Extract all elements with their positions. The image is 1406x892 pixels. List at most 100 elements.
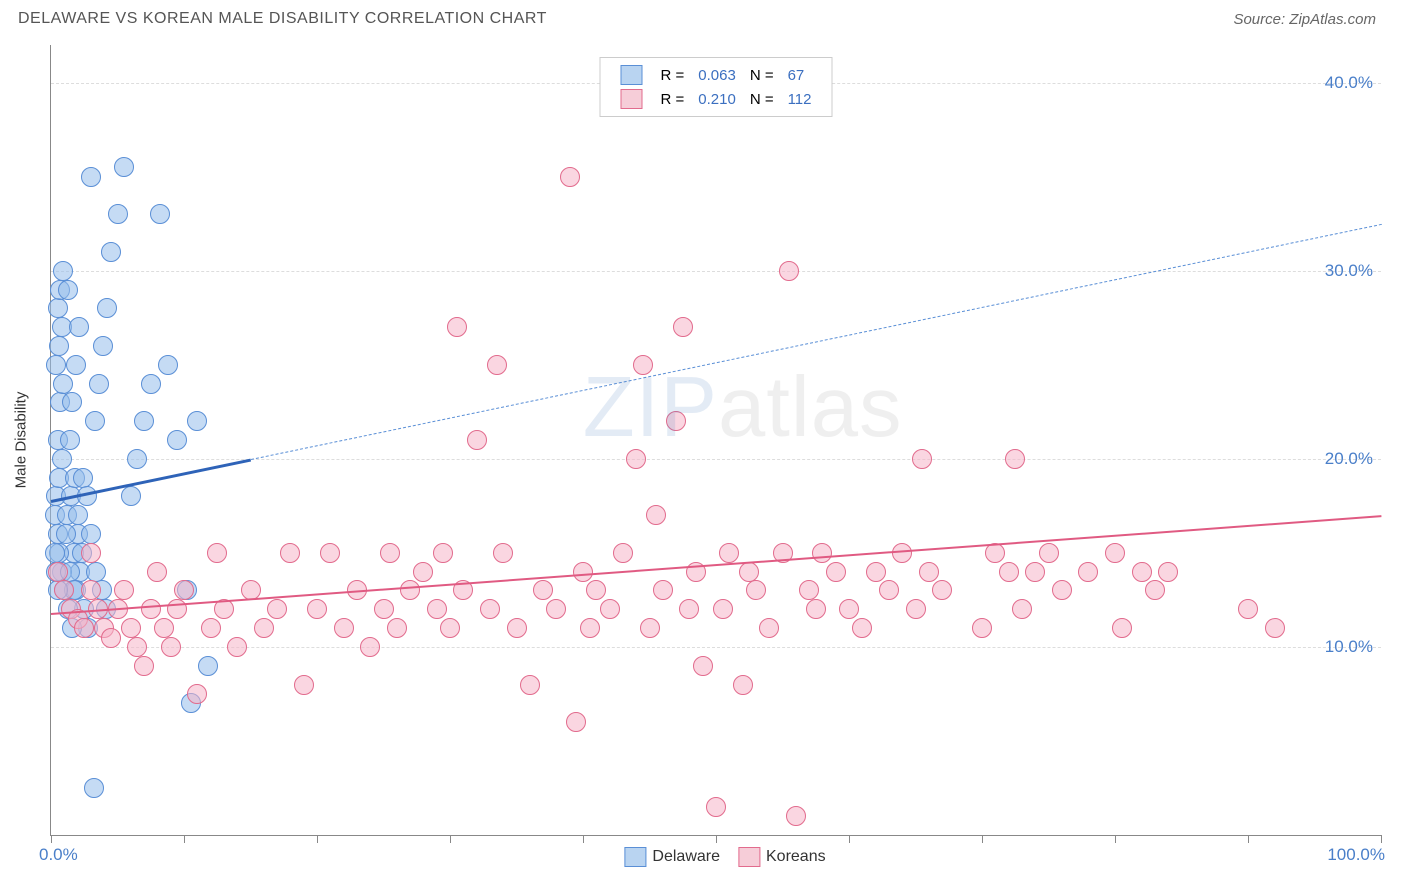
data-point: [480, 599, 500, 619]
data-point: [45, 543, 65, 563]
data-point: [1039, 543, 1059, 563]
data-point: [440, 618, 460, 638]
data-point: [89, 374, 109, 394]
data-point: [134, 411, 154, 431]
data-point: [254, 618, 274, 638]
data-point: [93, 336, 113, 356]
data-point: [360, 637, 380, 657]
data-point: [187, 411, 207, 431]
data-point: [799, 580, 819, 600]
legend-n-value: 67: [782, 64, 818, 86]
data-point: [73, 468, 93, 488]
data-point: [1132, 562, 1152, 582]
data-point: [198, 656, 218, 676]
data-point: [167, 430, 187, 450]
data-point: [493, 543, 513, 563]
data-point: [48, 562, 68, 582]
data-point: [839, 599, 859, 619]
data-point: [81, 524, 101, 544]
data-point: [1158, 562, 1178, 582]
data-point: [294, 675, 314, 695]
data-point: [1012, 599, 1032, 619]
data-point: [653, 580, 673, 600]
x-tick: [1115, 835, 1116, 843]
data-point: [626, 449, 646, 469]
data-point: [1005, 449, 1025, 469]
grid-line: [51, 271, 1381, 272]
watermark: ZIPatlas: [583, 359, 903, 457]
data-point: [573, 562, 593, 582]
data-point: [633, 355, 653, 375]
data-point: [866, 562, 886, 582]
data-point: [46, 355, 66, 375]
data-point: [746, 580, 766, 600]
chart-header: DELAWARE VS KOREAN MALE DISABILITY CORRE…: [0, 0, 1406, 33]
data-point: [666, 411, 686, 431]
data-point: [52, 449, 72, 469]
data-point: [533, 580, 553, 600]
data-point: [114, 157, 134, 177]
data-point: [806, 599, 826, 619]
data-point: [141, 599, 161, 619]
data-point: [719, 543, 739, 563]
y-tick-label: 10.0%: [1325, 637, 1373, 657]
data-point: [85, 411, 105, 431]
legend-r-label: R =: [655, 64, 691, 86]
data-point: [161, 637, 181, 657]
data-point: [1112, 618, 1132, 638]
data-point: [932, 580, 952, 600]
data-point: [1238, 599, 1258, 619]
data-point: [673, 317, 693, 337]
data-point: [906, 599, 926, 619]
data-point: [560, 167, 580, 187]
legend-n-label: N =: [744, 64, 780, 86]
legend-series-label: Koreans: [766, 848, 826, 865]
x-tick: [982, 835, 983, 843]
data-point: [1078, 562, 1098, 582]
data-point: [852, 618, 872, 638]
data-point: [74, 618, 94, 638]
y-tick-label: 30.0%: [1325, 261, 1373, 281]
trend-line: [250, 224, 1381, 460]
data-point: [786, 806, 806, 826]
data-point: [49, 336, 69, 356]
data-point: [826, 562, 846, 582]
data-point: [812, 543, 832, 563]
data-point: [400, 580, 420, 600]
legend-r-value: 0.063: [692, 64, 742, 86]
x-tick: [716, 835, 717, 843]
y-axis-title: Male Disability: [13, 392, 30, 489]
data-point: [53, 374, 73, 394]
x-tick: [184, 835, 185, 843]
data-point: [374, 599, 394, 619]
x-tick: [849, 835, 850, 843]
data-point: [154, 618, 174, 638]
data-point: [334, 618, 354, 638]
data-point: [693, 656, 713, 676]
data-point: [427, 599, 447, 619]
legend-series-label: Delaware: [652, 848, 720, 865]
data-point: [97, 298, 117, 318]
data-point: [487, 355, 507, 375]
legend-n-label: N =: [744, 88, 780, 110]
x-tick: [317, 835, 318, 843]
data-point: [600, 599, 620, 619]
data-point: [69, 317, 89, 337]
x-tick: [583, 835, 584, 843]
legend-swatch: [624, 847, 646, 867]
data-point: [108, 204, 128, 224]
scatter-chart: Male Disability ZIPatlas 0.0% 100.0% R =…: [50, 45, 1381, 836]
legend-swatch: [621, 89, 643, 109]
x-tick: [450, 835, 451, 843]
data-point: [54, 580, 74, 600]
data-point: [779, 261, 799, 281]
chart-title: DELAWARE VS KOREAN MALE DISABILITY CORRE…: [18, 10, 547, 28]
data-point: [713, 599, 733, 619]
data-point: [467, 430, 487, 450]
data-point: [586, 580, 606, 600]
y-tick-label: 40.0%: [1325, 73, 1373, 93]
data-point: [433, 543, 453, 563]
data-point: [147, 562, 167, 582]
data-point: [879, 580, 899, 600]
data-point: [81, 543, 101, 563]
